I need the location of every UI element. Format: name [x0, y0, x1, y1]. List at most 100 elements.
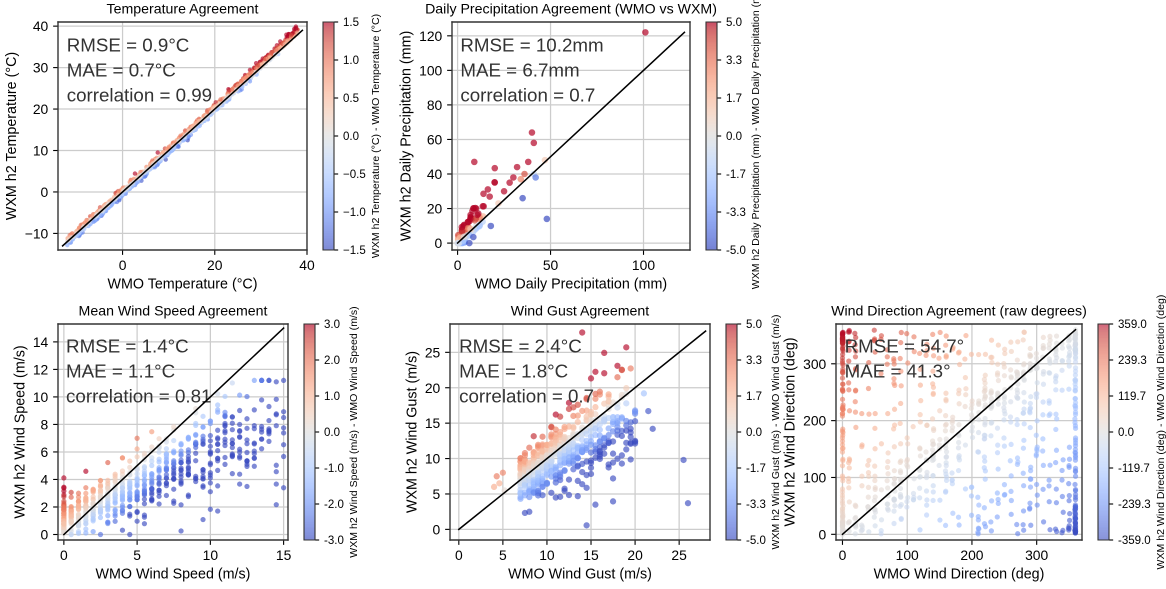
svg-text:40: 40 [33, 18, 49, 34]
svg-text:0: 0 [41, 184, 49, 200]
svg-text:MAE = 0.7°C: MAE = 0.7°C [67, 60, 176, 81]
svg-text:−10: −10 [25, 225, 49, 241]
svg-text:-359.0: -359.0 [1118, 535, 1151, 547]
svg-text:correlation = 0.81: correlation = 0.81 [66, 386, 211, 407]
svg-text:correlation = 0.99: correlation = 0.99 [67, 84, 212, 105]
svg-text:0: 0 [119, 257, 127, 273]
svg-text:Wind Gust Agreement: Wind Gust Agreement [511, 304, 650, 320]
svg-text:WXM h2 Temperature (°C) - WMO: WXM h2 Temperature (°C) - WMO Temperatur… [370, 14, 382, 258]
svg-text:WXM h2 Wind Speed (m/s) - WMO: WXM h2 Wind Speed (m/s) - WMO Wind Speed… [348, 306, 360, 557]
svg-text:2: 2 [41, 499, 49, 515]
svg-text:0: 0 [433, 521, 441, 537]
svg-text:200: 200 [960, 547, 983, 563]
svg-text:0: 0 [455, 547, 463, 563]
svg-text:20: 20 [627, 547, 643, 563]
svg-text:MAE = 1.8°C: MAE = 1.8°C [459, 361, 568, 382]
svg-text:15: 15 [276, 547, 292, 563]
svg-text:1.7: 1.7 [726, 93, 742, 105]
svg-text:-1.0: -1.0 [324, 463, 344, 475]
svg-text:RMSE = 10.2mm: RMSE = 10.2mm [460, 35, 603, 56]
svg-text:MAE = 1.1°C: MAE = 1.1°C [66, 361, 175, 382]
svg-text:0: 0 [60, 547, 68, 563]
svg-text:-3.0: -3.0 [324, 535, 344, 547]
svg-text:239.3: 239.3 [1118, 355, 1147, 367]
svg-text:MAE = 41.3°: MAE = 41.3° [845, 361, 951, 382]
svg-text:5: 5 [133, 547, 141, 563]
svg-text:correlation = 0.7: correlation = 0.7 [459, 386, 594, 407]
svg-text:RMSE = 1.4°C: RMSE = 1.4°C [66, 336, 189, 357]
svg-text:60: 60 [427, 131, 443, 147]
svg-text:-239.3: -239.3 [1118, 499, 1151, 511]
svg-text:80: 80 [427, 97, 443, 113]
svg-text:-119.7: -119.7 [1118, 463, 1150, 475]
svg-text:WXM h2 Wind Gust (m/s) - WMO W: WXM h2 Wind Gust (m/s) - WMO Wind Gust (… [770, 315, 782, 550]
svg-text:−0.5: −0.5 [343, 169, 366, 181]
svg-text:WXM h2 Daily Precipitation (mm: WXM h2 Daily Precipitation (mm) - WMO Da… [750, 0, 762, 289]
svg-text:15: 15 [583, 547, 599, 563]
svg-text:WMO Daily Precipitation (mm): WMO Daily Precipitation (mm) [475, 277, 667, 293]
svg-text:120: 120 [419, 28, 442, 44]
svg-text:5: 5 [499, 547, 507, 563]
svg-text:3.0: 3.0 [324, 319, 340, 331]
svg-text:2.0: 2.0 [324, 355, 340, 367]
svg-text:5: 5 [433, 486, 441, 502]
svg-text:10: 10 [33, 389, 49, 405]
svg-text:10: 10 [539, 547, 555, 563]
svg-text:25: 25 [425, 344, 441, 360]
svg-text:0: 0 [819, 526, 827, 542]
svg-text:WXM h2 Daily Precipitation (mm: WXM h2 Daily Precipitation (mm) [399, 31, 415, 242]
svg-text:30: 30 [33, 60, 49, 76]
svg-text:WXM h2 Wind Direction (deg): WXM h2 Wind Direction (deg) [783, 337, 799, 526]
svg-text:1.7: 1.7 [746, 391, 762, 403]
svg-text:WMO Wind Gust (m/s): WMO Wind Gust (m/s) [508, 567, 652, 583]
svg-text:6: 6 [41, 444, 49, 460]
svg-text:1.0: 1.0 [324, 391, 340, 403]
svg-text:10: 10 [203, 547, 219, 563]
svg-text:3.3: 3.3 [726, 55, 742, 67]
svg-text:-1.7: -1.7 [746, 463, 766, 475]
svg-text:0: 0 [454, 257, 462, 273]
svg-text:1.5: 1.5 [343, 17, 359, 29]
svg-text:RMSE = 0.9°C: RMSE = 0.9°C [67, 35, 190, 56]
svg-text:WXM h2 Wind Direction (deg) -: WXM h2 Wind Direction (deg) - WMO Wind D… [1155, 295, 1166, 570]
svg-text:1.0: 1.0 [343, 55, 359, 67]
svg-text:20: 20 [427, 201, 443, 217]
svg-text:0: 0 [839, 547, 847, 563]
svg-text:100: 100 [419, 62, 442, 78]
svg-text:-2.0: -2.0 [324, 499, 344, 511]
svg-text:10: 10 [33, 143, 49, 159]
svg-text:40: 40 [299, 257, 315, 273]
svg-text:5.0: 5.0 [726, 17, 742, 29]
svg-text:300: 300 [803, 356, 826, 372]
svg-text:300: 300 [1025, 547, 1048, 563]
svg-text:20: 20 [425, 380, 441, 396]
svg-text:RMSE = 54.7°: RMSE = 54.7° [845, 336, 965, 357]
svg-text:0.5: 0.5 [343, 93, 359, 105]
svg-text:-1.7: -1.7 [726, 169, 746, 181]
svg-text:correlation = 0.7: correlation = 0.7 [460, 84, 595, 105]
svg-text:Wind Direction Agreement (raw: Wind Direction Agreement (raw degrees) [831, 304, 1087, 320]
svg-text:−1.5: −1.5 [343, 245, 366, 257]
svg-text:0.0: 0.0 [324, 427, 340, 439]
svg-text:100: 100 [896, 547, 919, 563]
svg-text:WMO Temperature (°C): WMO Temperature (°C) [107, 277, 257, 293]
svg-text:359.0: 359.0 [1118, 319, 1147, 331]
svg-text:-3.3: -3.3 [726, 207, 746, 219]
svg-text:0.0: 0.0 [726, 131, 742, 143]
svg-text:WMO Wind Speed (m/s): WMO Wind Speed (m/s) [96, 567, 251, 583]
svg-text:Mean Wind Speed Agreement: Mean Wind Speed Agreement [79, 304, 268, 320]
svg-text:40: 40 [427, 166, 443, 182]
svg-text:Temperature Agreement: Temperature Agreement [107, 2, 259, 18]
svg-text:0.0: 0.0 [1118, 427, 1134, 439]
svg-text:WXM h2 Temperature (°C): WXM h2 Temperature (°C) [4, 52, 20, 220]
svg-text:50: 50 [543, 257, 559, 273]
svg-text:0: 0 [41, 527, 49, 543]
svg-text:WXM h2 Wind Gust (m/s): WXM h2 Wind Gust (m/s) [404, 351, 420, 513]
svg-text:119.7: 119.7 [1118, 391, 1146, 403]
svg-text:−1.0: −1.0 [343, 207, 366, 219]
svg-text:20: 20 [207, 257, 223, 273]
svg-text:-5.0: -5.0 [726, 245, 746, 257]
svg-text:5.0: 5.0 [746, 319, 762, 331]
svg-text:-3.3: -3.3 [746, 499, 766, 511]
svg-text:14: 14 [33, 334, 49, 350]
